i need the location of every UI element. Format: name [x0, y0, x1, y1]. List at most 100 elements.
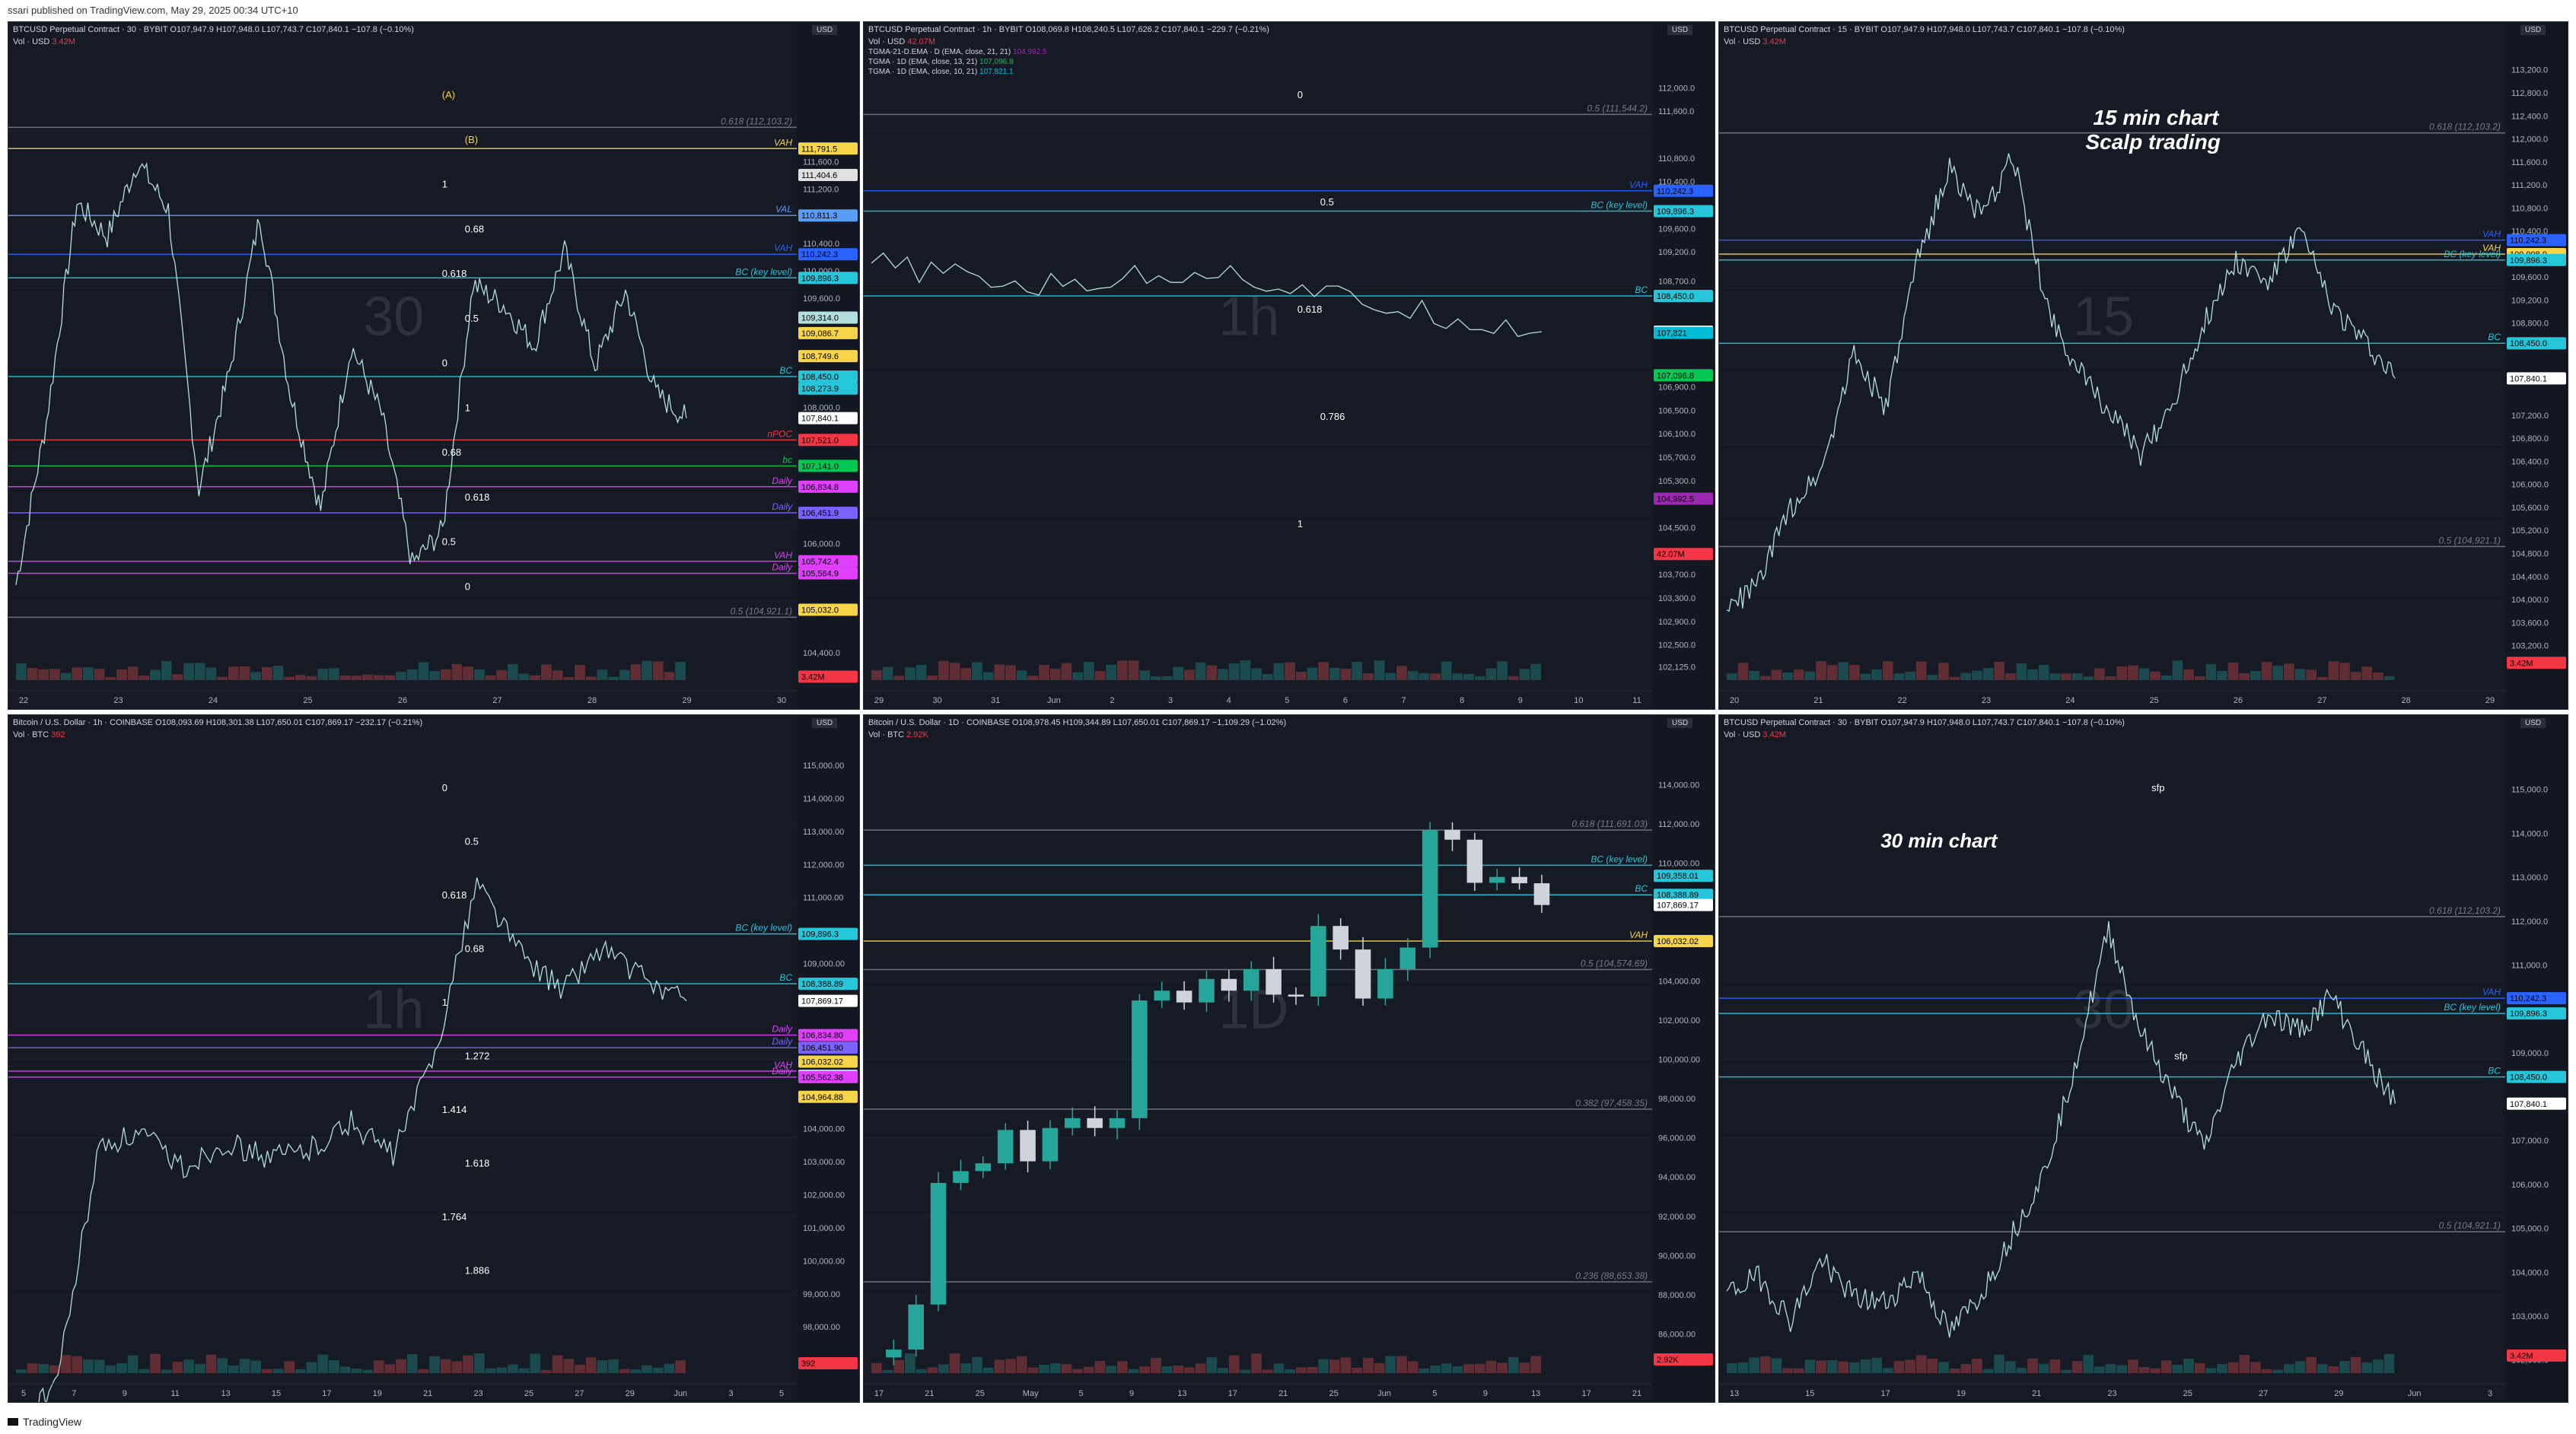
- price-tick: 103,000.00: [803, 1158, 845, 1167]
- volume-bar: [83, 667, 94, 680]
- chart-panel-p1[interactable]: 30 0.618 (112,103.2) VAH VAL VAH BC (key leve…: [8, 21, 860, 710]
- volume-bar: [630, 664, 642, 680]
- volume-bar: [2383, 676, 2395, 680]
- chart-panel-p6[interactable]: 30 0.618 (112,103.2) VAH BC (key level) BC 0.…: [1718, 714, 2568, 1403]
- volume-bar: [1295, 672, 1307, 680]
- chart-panel-p5[interactable]: 1D 0.618 (111,691.03) BC (key level) BC VAH 0…: [863, 714, 1715, 1403]
- footer-brand[interactable]: TradingView: [8, 1416, 81, 1428]
- currency-button[interactable]: USD: [812, 25, 838, 35]
- price-tick: 110,800.0: [2511, 204, 2548, 213]
- volume-bar: [938, 660, 949, 680]
- price-tick: 100,000.00: [803, 1257, 845, 1266]
- price-tag-text: 107,840.1: [2510, 374, 2547, 383]
- volume-bar: [1318, 662, 1329, 680]
- volume-bar: [982, 1367, 994, 1373]
- time-tick: 20: [1730, 696, 1739, 705]
- volume-bar: [2316, 676, 2328, 680]
- indicator-legend[interactable]: TGMA · 1D (EMA, close, 13, 21) 107,096.8: [868, 58, 1014, 66]
- volume-bar: [1419, 1368, 1430, 1373]
- currency-button[interactable]: USD: [1667, 25, 1693, 35]
- price-tag-text: 2.92K: [1657, 1356, 1679, 1365]
- volume-bar: [1307, 667, 1318, 680]
- volume-bar: [2038, 1363, 2049, 1373]
- annotation-label: 0.618: [442, 889, 467, 901]
- level-label: 0.5 (104,921.1): [2439, 535, 2501, 545]
- annotation-label: 0.5: [1320, 196, 1334, 208]
- price-tick: 92,000.00: [1658, 1213, 1696, 1222]
- time-tick: 30: [932, 696, 941, 705]
- volume-bar: [2294, 669, 2306, 680]
- price-tag-text: 107,840.1: [801, 415, 839, 424]
- volume-bar: [1094, 1360, 1106, 1373]
- volume-bar: [508, 663, 518, 680]
- price-tick: 112,400.0: [2511, 112, 2548, 121]
- price-tick: 109,600.0: [803, 294, 840, 304]
- price-tag: [1654, 369, 1713, 382]
- chart-panel-p3[interactable]: 15 0.618 (112,103.2) VAH VAH BC (key level) B…: [1718, 21, 2568, 710]
- annotation-label: 0.68: [442, 447, 461, 458]
- volume-bar: [1340, 1357, 1352, 1373]
- volume-bar: [1849, 664, 1860, 680]
- price-tick: 106,000.0: [2511, 1181, 2549, 1190]
- volume-bar: [1771, 669, 1782, 680]
- volume-bar: [1430, 673, 1441, 680]
- volume-bar: [905, 667, 915, 680]
- annotation-label: (B): [465, 134, 478, 145]
- annotation-label: sfp: [2151, 782, 2164, 793]
- volume-bar: [2138, 668, 2150, 680]
- price-tick: 105,200.0: [2511, 526, 2549, 536]
- volume-bar: [1016, 670, 1027, 680]
- annotation-label: 1.414: [442, 1104, 467, 1115]
- indicator-legend[interactable]: TGMA-21-D.EMA · D (EMA, close, 21, 21) 1…: [868, 48, 1047, 56]
- volume-bar: [463, 666, 473, 680]
- volume-bar: [2205, 1368, 2217, 1373]
- chart-svg: 1D0.618 (111,691.03)BC (key level)BCVAH0…: [864, 715, 1715, 1402]
- volume-bar: [239, 666, 250, 680]
- volume-bar: [317, 669, 329, 680]
- volume-bar: [2194, 676, 2205, 680]
- currency-button[interactable]: USD: [812, 718, 838, 728]
- currency-button[interactable]: USD: [2520, 25, 2546, 35]
- volume-bar: [994, 1359, 1005, 1373]
- currency-button[interactable]: USD: [1667, 718, 1693, 728]
- time-tick: 10: [1574, 696, 1583, 705]
- volume-bar: [1228, 1355, 1240, 1373]
- level-label: VAH: [774, 243, 792, 253]
- price-tick: 106,400.0: [2511, 457, 2549, 466]
- volume-bar: [1117, 1361, 1128, 1373]
- volume-bar: [960, 668, 972, 680]
- volume-bar: [585, 1357, 597, 1373]
- price-tag: [2507, 1070, 2566, 1083]
- volume-bar: [1793, 669, 1804, 680]
- volume-bar: [642, 1365, 652, 1373]
- volume-bar: [1027, 676, 1039, 680]
- price-tag: [2507, 337, 2566, 350]
- volume-bar: [418, 1369, 429, 1373]
- price-tag: [798, 311, 858, 324]
- volume-bar: [1061, 1364, 1072, 1373]
- chart-panel-p4[interactable]: 1h BC (key level) BC Daily Daily VAH Daily 115,…: [8, 714, 860, 1403]
- price-tag-text: 109,896.3: [1657, 207, 1694, 216]
- volume-bar: [373, 675, 384, 680]
- volume-bar: [1195, 662, 1206, 680]
- volume-bar: [2172, 660, 2183, 680]
- price-tick: 109,000.0: [2511, 1049, 2549, 1058]
- time-tick: 13: [1730, 1389, 1739, 1398]
- volume-bar: [38, 669, 49, 680]
- price-tag-text: 109,896.3: [801, 274, 839, 283]
- indicator-value: 104,992.5: [1013, 48, 1047, 56]
- volume-bar: [1972, 1358, 1982, 1373]
- indicator-legend[interactable]: TGMA · 1D (EMA, close, 10, 21) 107,821.1: [868, 68, 1014, 76]
- chart-panel-p2[interactable]: 1h 0.5 (111,544.2) VAH BC (key level) BC 112,…: [863, 21, 1715, 710]
- volume-bar: [1826, 665, 1838, 680]
- currency-button[interactable]: USD: [2520, 718, 2546, 728]
- time-tick: 25: [303, 696, 312, 705]
- price-tag: [798, 978, 858, 990]
- price-tag: [798, 603, 858, 616]
- price-tick: 106,000.0: [803, 540, 840, 549]
- price-line: [38, 877, 687, 1402]
- volume-bar: [94, 1359, 105, 1373]
- price-tag-text: 108,450.0: [801, 373, 839, 382]
- volume-bar: [1915, 661, 1927, 680]
- time-tick: 17: [1880, 1389, 1890, 1398]
